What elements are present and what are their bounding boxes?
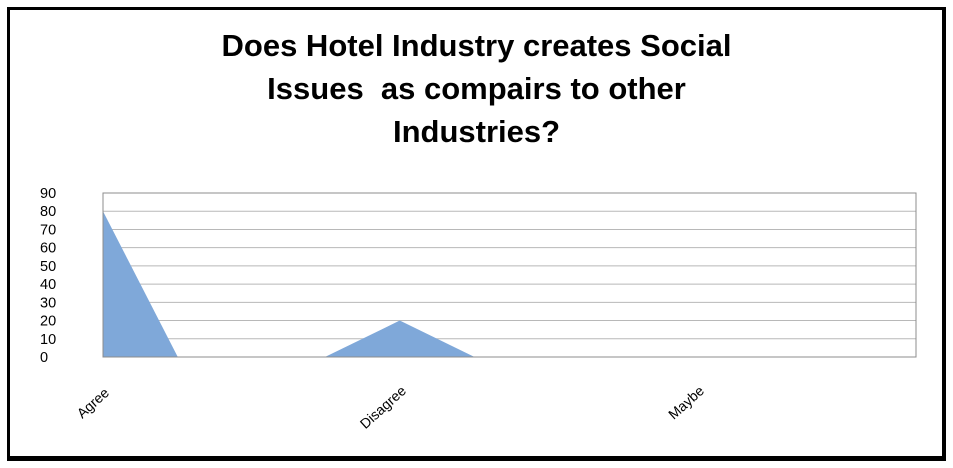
grid-lines xyxy=(103,210,916,340)
chart-title: Does Hotel Industry creates Social Issue… xyxy=(0,24,953,153)
x-category-label-maybe: Maybe xyxy=(665,382,707,422)
y-tick-label: 90 xyxy=(40,186,56,202)
chart-title-line-3: Industries? xyxy=(392,114,561,149)
area-series xyxy=(103,211,475,357)
y-tick-label: 70 xyxy=(40,222,56,238)
y-tick-label: 50 xyxy=(40,259,56,275)
y-tick-label: 10 xyxy=(40,332,56,348)
y-tick-label: 80 xyxy=(40,204,56,220)
y-tick-label: 30 xyxy=(40,295,56,311)
y-tick-label: 0 xyxy=(40,350,48,366)
x-axis-category-labels: Agree Disagree Maybe xyxy=(74,382,708,432)
area-peak-disagree xyxy=(324,320,475,357)
chart-title-line-1: Does Hotel Industry creates Social xyxy=(221,28,732,63)
chart-frame xyxy=(7,7,946,461)
plot-area-border xyxy=(102,192,917,358)
y-axis-tick-labels: 0 10 20 30 40 50 60 70 80 90 xyxy=(40,186,56,366)
area-peak-agree xyxy=(103,211,178,357)
y-tick-label: 40 xyxy=(40,277,56,293)
y-tick-label: 60 xyxy=(40,241,56,257)
chart-title-line-2: Issues as compairs to other xyxy=(267,71,686,106)
x-category-label-agree: Agree xyxy=(74,384,113,421)
y-tick-label: 20 xyxy=(40,314,56,330)
x-category-label-disagree: Disagree xyxy=(357,382,410,432)
